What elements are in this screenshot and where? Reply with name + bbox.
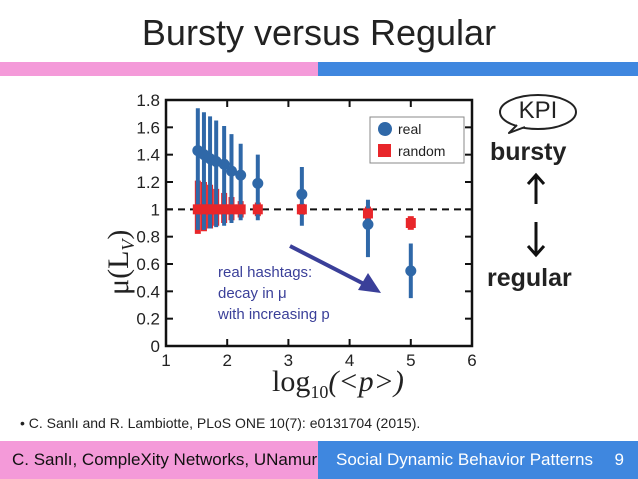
random-point-4 — [219, 204, 230, 215]
header-bar-blue — [318, 62, 638, 76]
random-point-6 — [235, 204, 246, 215]
random-point-2 — [205, 204, 216, 215]
y-tick-label-7: 1.4 — [136, 146, 160, 165]
real-point-8 — [296, 188, 308, 200]
random-point-7 — [252, 204, 263, 215]
y-axis-label-main: μ(L — [102, 251, 135, 295]
real-point-4 — [218, 158, 230, 170]
kpi-label: KPI — [518, 97, 558, 124]
random-point-8 — [296, 204, 307, 215]
random-point-9 — [362, 208, 373, 219]
x-tick-label-5: 6 — [467, 351, 476, 370]
footer-talk-title-text: Social Dynamic Behavior Patterns — [336, 450, 594, 469]
y-tick-label-9: 1.8 — [136, 91, 160, 110]
annotation-line-0: real hashtags: — [218, 264, 312, 281]
y-axis-label: μ(LV) — [102, 230, 138, 295]
legend-real-marker — [378, 122, 392, 136]
x-tick-label-1: 2 — [222, 351, 231, 370]
annotation-arrow-head — [358, 273, 381, 293]
real-point-6 — [235, 169, 247, 181]
y-tick-label-0: 0 — [151, 337, 160, 356]
y-tick-label-1: 0.2 — [136, 310, 160, 329]
bursty-label: bursty — [490, 138, 567, 166]
random-point-10 — [405, 218, 416, 228]
random-point-5 — [226, 204, 237, 215]
page-number: 9 — [614, 450, 624, 469]
up-down-arrows-icon — [526, 172, 546, 258]
plot-frame — [164, 98, 474, 348]
footer-author-text: C. Sanlı, CompleXity Networks, UNamur — [12, 450, 318, 469]
real-point-10 — [405, 265, 417, 277]
y-axis-label-sub: V — [118, 238, 138, 251]
kpi-speech-bubble — [499, 94, 577, 134]
x-axis-label-sub: 10 — [310, 382, 328, 402]
random-point-0 — [192, 204, 203, 215]
x-axis-label-main: log — [272, 365, 310, 398]
y-tick-label-8: 1.6 — [136, 118, 160, 137]
y-tick-label-6: 1.2 — [136, 173, 160, 192]
real-point-5 — [225, 165, 237, 177]
real-point-7 — [252, 177, 264, 189]
real-point-9 — [362, 218, 374, 230]
y-axis-label-close: ) — [102, 230, 135, 240]
x-tick-label-3: 4 — [345, 351, 354, 370]
x-tick-label-2: 3 — [284, 351, 293, 370]
header-bar-pink — [0, 62, 318, 76]
regular-label: regular — [487, 264, 572, 292]
annotation-line-1: decay in μ — [218, 285, 287, 302]
y-tick-label-4: 0.8 — [136, 228, 160, 247]
footer-author: C. Sanlı, CompleXity Networks, UNamur — [0, 441, 318, 479]
chart: μ(LV) log10(<p>) 0 0.2 0.4 0.6 0.8 1 1.2 1.4 1.6… — [102, 91, 477, 402]
y-tick-label-5: 1 — [151, 200, 160, 219]
citation: • C. Sanlı and R. Lambiotte, PLoS ONE 10… — [20, 415, 421, 431]
y-tick-label-2: 0.4 — [136, 282, 160, 301]
random-point-1 — [198, 204, 209, 215]
legend-random-marker — [378, 144, 391, 157]
annotation-line-2: with increasing p — [217, 306, 330, 323]
x-tick-label-0: 1 — [161, 351, 170, 370]
slide-title: Bursty versus Regular — [141, 12, 497, 53]
legend-random-label: random — [398, 143, 445, 159]
legend-real-label: real — [398, 121, 421, 137]
x-tick-label-4: 5 — [406, 351, 415, 370]
citation-text: C. Sanlı and R. Lambiotte, PLoS ONE 10(7… — [28, 415, 421, 431]
random-point-3 — [211, 204, 222, 215]
x-axis-label: log10(<p>) — [272, 365, 404, 402]
y-tick-label-3: 0.6 — [136, 255, 160, 274]
annotation-arrow-shaft — [289, 244, 369, 288]
x-axis-label-rest: (<p>) — [328, 365, 403, 398]
footer-talk-title: Social Dynamic Behavior Patterns 9 — [318, 441, 638, 479]
